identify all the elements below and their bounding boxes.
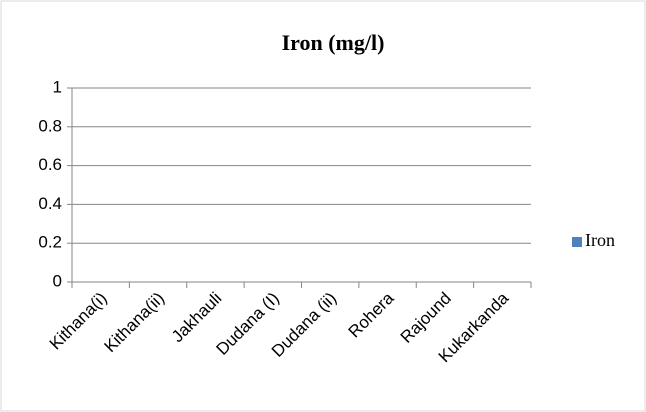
legend-label: Iron — [585, 230, 615, 250]
y-tick-label: 0.6 — [38, 155, 62, 174]
chart-title: Iron (mg/l) — [282, 30, 385, 55]
y-tick-label: 0.2 — [38, 233, 62, 252]
y-tick-label: 1 — [53, 77, 62, 96]
legend-swatch — [572, 237, 582, 247]
y-tick-label: 0.8 — [38, 116, 62, 135]
y-tick-label: 0 — [53, 271, 62, 290]
y-tick-label: 0.4 — [38, 194, 62, 213]
